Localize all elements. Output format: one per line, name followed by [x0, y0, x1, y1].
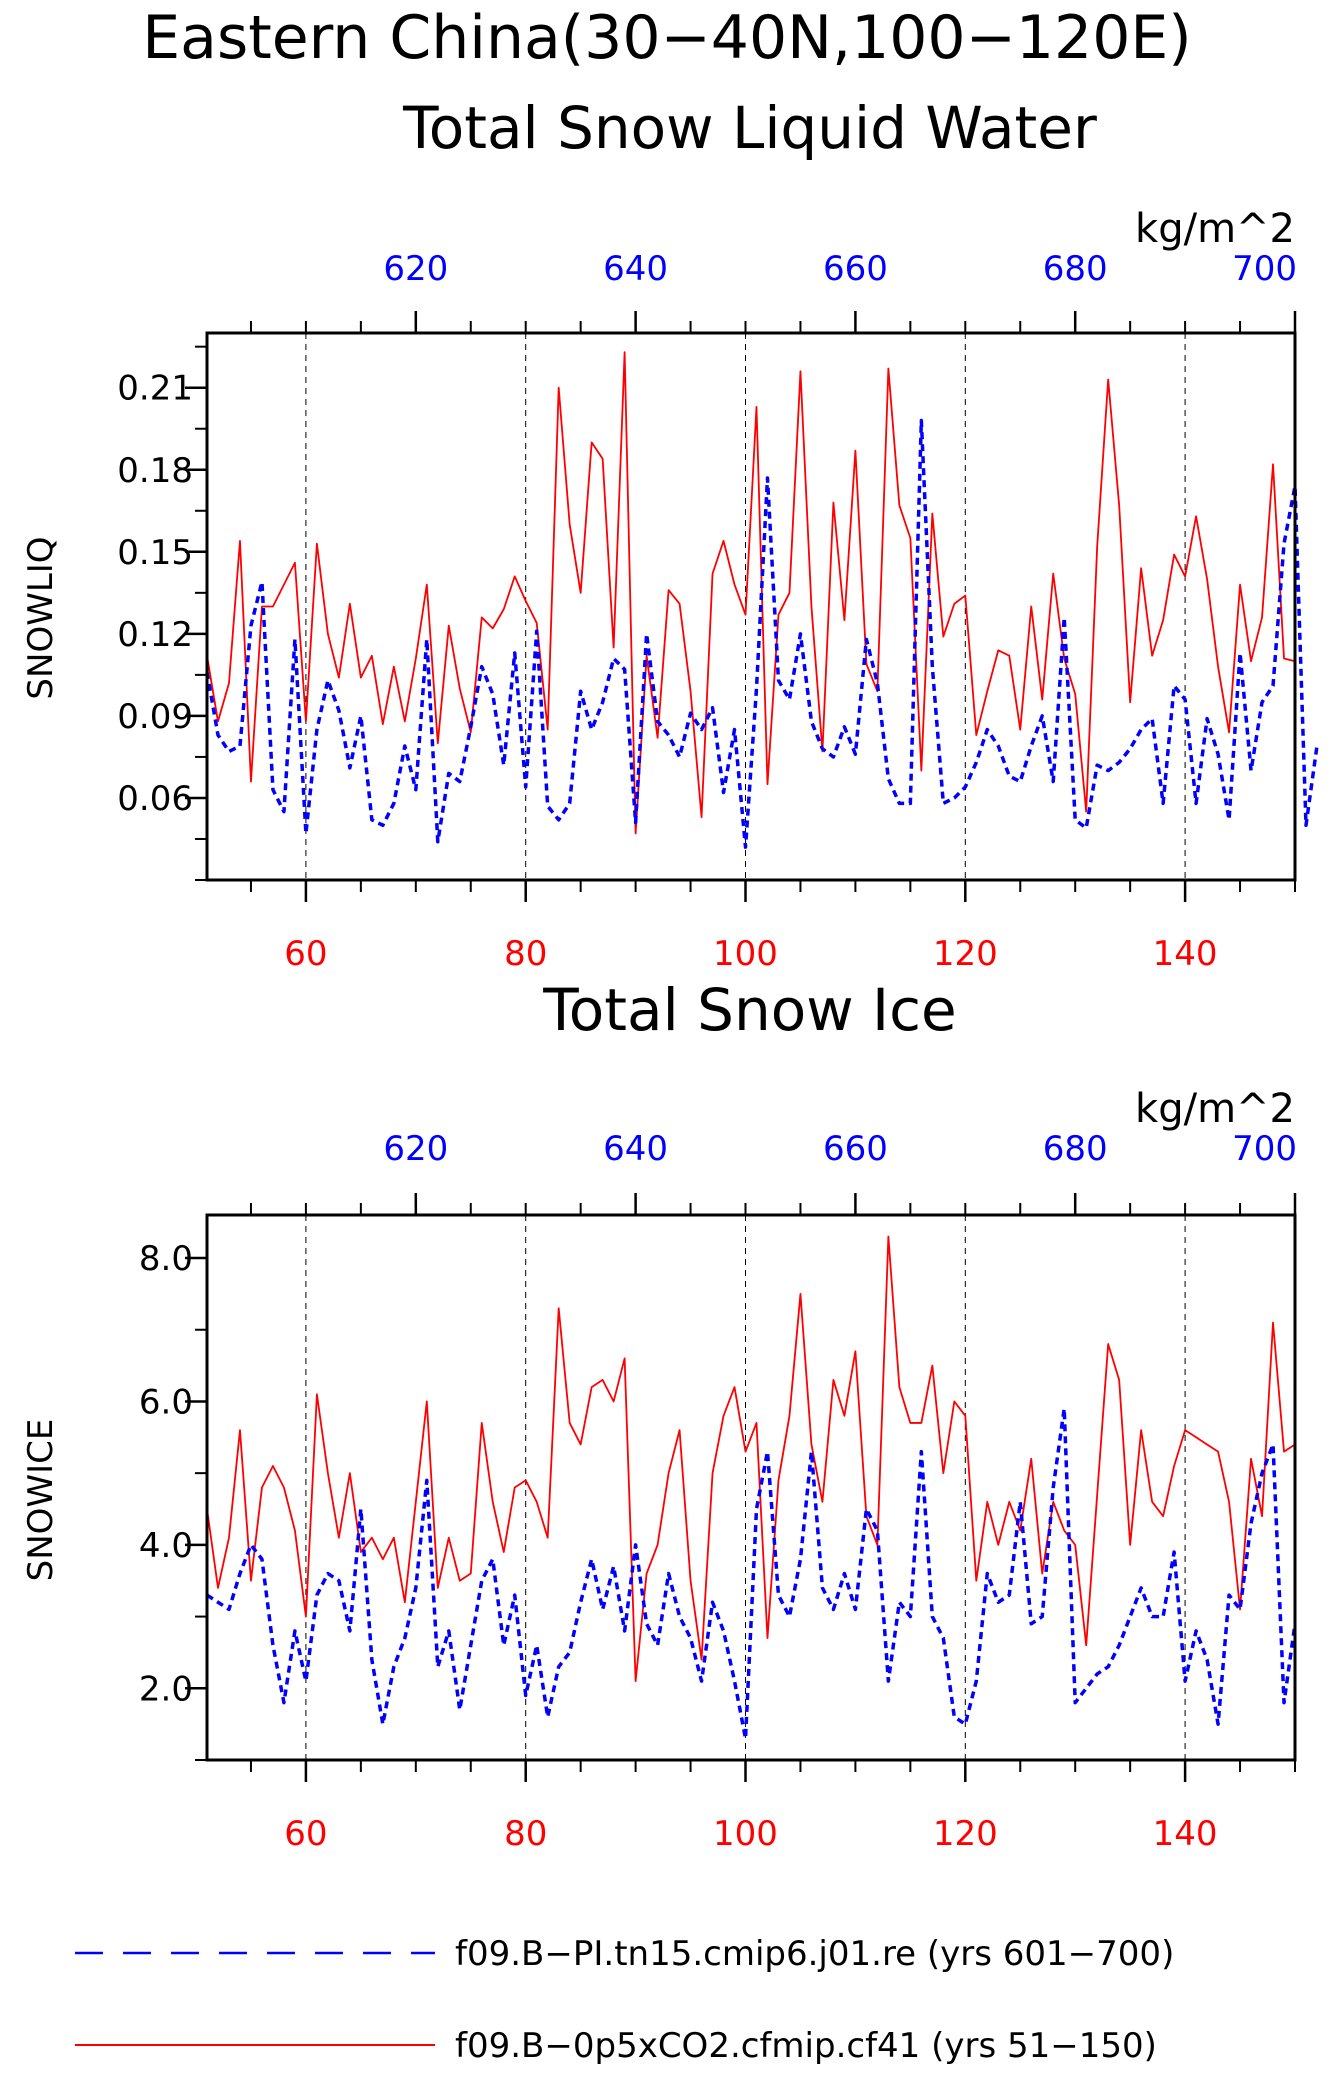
legend-label-blue: f09.B−PI.tn15.cmip6.j01.re (yrs 601−700) [455, 1934, 1174, 1974]
figure-title: Eastern China(30−40N,100−120E) [142, 3, 1191, 73]
y-tick-label: 0.15 [117, 533, 193, 573]
y-tick-label: 4.0 [139, 1526, 193, 1566]
x-bottom-tick-label: 140 [1153, 934, 1218, 974]
units-label: kg/m^2 [1135, 1086, 1295, 1132]
y-axis-label: SNOWLIQ [21, 536, 61, 699]
x-top-tick-label: 620 [383, 1129, 448, 1169]
x-top-tick-label: 620 [383, 249, 448, 289]
x-bottom-tick-label: 60 [284, 934, 327, 974]
plot-frame [205, 331, 1297, 882]
x-top-tick-label: 640 [603, 249, 668, 289]
x-bottom-tick-label: 120 [933, 1814, 998, 1854]
y-tick-label: 0.06 [117, 779, 193, 819]
series-red-solid [206, 351, 1296, 835]
series-blue-dashed [205, 418, 1319, 849]
x-bottom-tick-label: 140 [1153, 1814, 1218, 1854]
y-tick-label: 6.0 [139, 1382, 193, 1422]
series-blue-dashed [206, 1406, 1297, 1741]
y-tick-label: 2.0 [139, 1669, 193, 1709]
snowice-chart: Total Snow Ice kg/m^2 SNOWICE 2.0 4.0 6.0 8.0 6… [21, 976, 1297, 1854]
x-top-tick-label: 700 [1232, 249, 1297, 289]
chart-title: Total Snow Liquid Water [402, 94, 1097, 162]
x-top-tick-label: 660 [823, 249, 888, 289]
x-bottom-tick-label: 60 [284, 1814, 327, 1854]
y-tick-label: 0.21 [117, 369, 193, 409]
snowliq-chart: Total Snow Liquid Water kg/m^2 SNOWLIQ 0.06… [21, 94, 1319, 974]
x-top-tick-label: 680 [1043, 1129, 1108, 1169]
legend: f09.B−PI.tn15.cmip6.j01.re (yrs 601−700)… [75, 1934, 1174, 2066]
y-axis-label: SNOWICE [21, 1419, 61, 1582]
x-bottom-tick-label: 80 [504, 1814, 547, 1854]
legend-label-red: f09.B−0p5xCO2.cfmip.cf41 (yrs 51−150) [455, 2026, 1157, 2066]
chart-title: Total Snow Ice [542, 976, 957, 1044]
series-red-solid [206, 1235, 1296, 1683]
x-bottom-tick-label: 120 [933, 934, 998, 974]
y-tick-label: 0.09 [117, 697, 193, 737]
x-top-tick-label: 680 [1043, 249, 1108, 289]
x-top-tick-label: 640 [603, 1129, 668, 1169]
x-bottom-tick-label: 80 [504, 934, 547, 974]
x-bottom-tick-label: 100 [713, 1814, 778, 1854]
x-top-tick-label: 700 [1232, 1129, 1297, 1169]
x-bottom-tick-label: 100 [713, 934, 778, 974]
y-tick-label: 8.0 [139, 1239, 193, 1279]
x-top-tick-label: 660 [823, 1129, 888, 1169]
y-tick-label: 0.18 [117, 451, 193, 491]
units-label: kg/m^2 [1135, 206, 1295, 252]
y-tick-label: 0.12 [117, 615, 193, 655]
plot-frame [205, 1213, 1297, 1762]
